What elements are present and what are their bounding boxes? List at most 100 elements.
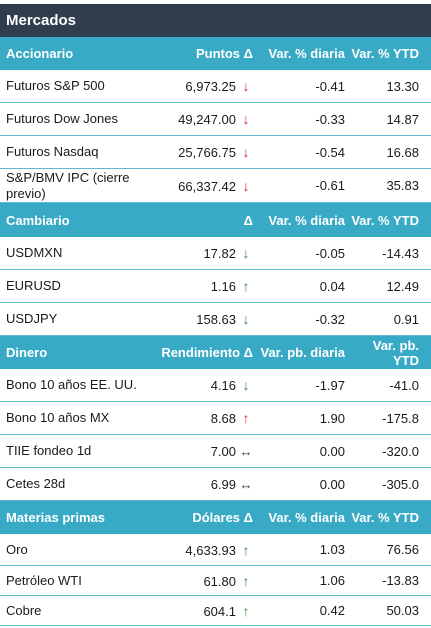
arrow-up-green-icon: ↑ <box>242 572 250 589</box>
row-value: 4,633.93 ↑ <box>160 542 253 558</box>
arrow-down-red-icon: ↓ <box>242 177 250 194</box>
row-ytd: 12.49 <box>386 278 419 294</box>
table-row: Cobre 604.1 ↑ 0.42 50.03 <box>0 596 431 626</box>
arrow-down-green-icon: ↓ <box>242 245 250 261</box>
col-header-points: Puntos Δ <box>195 46 253 61</box>
row-daily: 0.42 <box>319 603 345 618</box>
row-ytd: 0.91 <box>393 311 419 327</box>
row-name: TIIE fondeo 1d <box>6 443 92 458</box>
row-name: Petróleo WTI <box>6 572 82 588</box>
row-name: Bono 10 años MX <box>6 410 110 425</box>
row-daily: 0.04 <box>319 278 345 294</box>
table-row: S&P/BMV IPC (cierre previo) 66,337.42 ↓ -… <box>0 169 431 203</box>
table-row: USDMXN 17.82 ↓ -0.05 -14.43 <box>0 237 431 270</box>
row-value: 604.1 ↑ <box>160 603 253 619</box>
row-name: USDJPY <box>6 311 58 326</box>
row-value: 66,337.42 ↓ <box>160 178 253 194</box>
table-row: Cetes 28d 6.99 ↔ 0.00 -305.0 <box>0 468 431 501</box>
section-header-accionario: Accionario Puntos Δ Var. % diaria Var. %… <box>0 37 431 70</box>
col-header-daily: Var. % diaria <box>268 46 345 61</box>
col-header-ytd-bp: Var. pb. YTD <box>372 337 419 368</box>
col-header-ytd: Var. % YTD <box>351 46 419 61</box>
col-header-ytd: Var. % YTD <box>351 212 419 228</box>
table-row: Petróleo WTI 61.80 ↑ 1.06 -13.83 <box>0 566 431 596</box>
arrow-up-green-icon: ↑ <box>242 602 250 619</box>
col-header-dollars: Dólares Δ <box>192 510 253 525</box>
row-name: Futuros Dow Jones <box>6 111 118 126</box>
row-value: 158.63 ↓ <box>160 311 253 327</box>
arrow-up-red-icon: ↑ <box>242 410 250 426</box>
row-name: Cobre <box>6 602 42 618</box>
col-header-daily: Var. % diaria <box>268 510 345 525</box>
row-name: Bono 10 años EE. UU. <box>6 377 137 392</box>
col-header-yield: Rendimiento Δ <box>161 345 253 360</box>
arrow-down-green-icon: ↓ <box>242 311 250 327</box>
arrow-down-red-icon: ↓ <box>242 78 250 94</box>
row-ytd: -175.8 <box>382 410 419 426</box>
row-daily: -0.41 <box>315 78 345 94</box>
section-header-cambiario: Cambiario Δ Var. % diaria Var. % YTD <box>0 203 431 237</box>
row-value: 4.16 ↓ <box>160 377 253 393</box>
arrow-down-red-icon: ↓ <box>242 144 250 160</box>
row-ytd: -41.0 <box>389 377 419 393</box>
row-daily: 1.06 <box>319 573 345 588</box>
table-row: USDJPY 158.63 ↓ -0.32 0.91 <box>0 303 431 336</box>
section-header-materias-primas: Materias primas Dólares Δ Var. % diaria … <box>0 501 431 534</box>
row-daily: -0.32 <box>315 311 345 327</box>
row-ytd: -13.83 <box>382 573 419 588</box>
section-name: Materias primas <box>6 510 105 525</box>
row-daily: 1.90 <box>319 410 345 426</box>
table-row: Futuros Nasdaq 25,766.75 ↓ -0.54 16.68 <box>0 136 431 169</box>
row-daily: -0.05 <box>315 245 345 261</box>
table-row: Futuros Dow Jones 49,247.00 ↓ -0.33 14.87 <box>0 103 431 136</box>
col-header-daily-bp: Var. pb. diaria <box>260 345 345 360</box>
row-ytd: 14.87 <box>386 111 419 127</box>
row-daily: -1.97 <box>315 377 345 393</box>
row-ytd: 16.68 <box>386 144 419 160</box>
col-header-daily: Var. % diaria <box>268 212 345 228</box>
row-name: EURUSD <box>6 278 61 293</box>
row-daily: -0.54 <box>315 144 345 160</box>
section-name: Cambiario <box>6 212 70 228</box>
panel-title: Mercados <box>0 4 431 37</box>
col-header-delta: Δ <box>243 212 253 228</box>
row-name: Oro <box>6 541 28 557</box>
table-row: Bono 10 años MX 8.68 ↑ 1.90 -175.8 <box>0 402 431 435</box>
row-name: Futuros Nasdaq <box>6 144 99 159</box>
row-value: 7.00 ↔ <box>210 443 253 459</box>
row-ytd: 35.83 <box>386 178 419 193</box>
row-value: 49,247.00 ↓ <box>160 111 253 127</box>
section-name: Accionario <box>6 46 74 61</box>
row-daily: 0.00 <box>319 476 345 492</box>
row-daily: 0.00 <box>319 443 345 459</box>
arrow-down-green-icon: ↓ <box>242 377 250 393</box>
table-row: Futuros S&P 500 6,973.25 ↓ -0.41 13.30 <box>0 70 431 103</box>
table-row: Bono 10 años EE. UU. 4.16 ↓ -1.97 -41.0 <box>0 369 431 402</box>
arrow-flat-icon: ↔ <box>239 443 253 459</box>
col-header-ytd: Var. % YTD <box>351 510 419 525</box>
row-ytd: -320.0 <box>382 443 419 459</box>
row-daily: -0.33 <box>315 111 345 127</box>
arrow-flat-icon: ↔ <box>239 476 253 492</box>
row-value: 6.99 ↔ <box>210 476 253 492</box>
arrow-up-green-icon: ↑ <box>242 541 250 558</box>
row-name: USDMXN <box>6 245 63 260</box>
row-ytd: -14.43 <box>382 245 419 261</box>
section-header-dinero: Dinero Rendimiento Δ Var. pb. diaria Var… <box>0 336 431 369</box>
row-value: 61.80 ↑ <box>160 573 253 589</box>
row-daily: -0.61 <box>315 178 345 193</box>
row-ytd: -305.0 <box>382 476 419 492</box>
table-row: Oro 4,633.93 ↑ 1.03 76.56 <box>0 534 431 566</box>
arrow-down-red-icon: ↓ <box>242 111 250 127</box>
row-value: 8.68 ↑ <box>160 410 253 426</box>
table-row: EURUSD 1.16 ↑ 0.04 12.49 <box>0 270 431 303</box>
row-ytd: 13.30 <box>386 78 419 94</box>
section-name: Dinero <box>6 345 48 360</box>
row-name: Futuros S&P 500 <box>6 78 105 93</box>
row-daily: 1.03 <box>319 542 345 557</box>
row-name: Cetes 28d <box>6 476 66 491</box>
row-ytd: 76.56 <box>386 542 419 557</box>
table-row: TIIE fondeo 1d 7.00 ↔ 0.00 -320.0 <box>0 435 431 468</box>
row-value: 6,973.25 ↓ <box>160 78 253 94</box>
